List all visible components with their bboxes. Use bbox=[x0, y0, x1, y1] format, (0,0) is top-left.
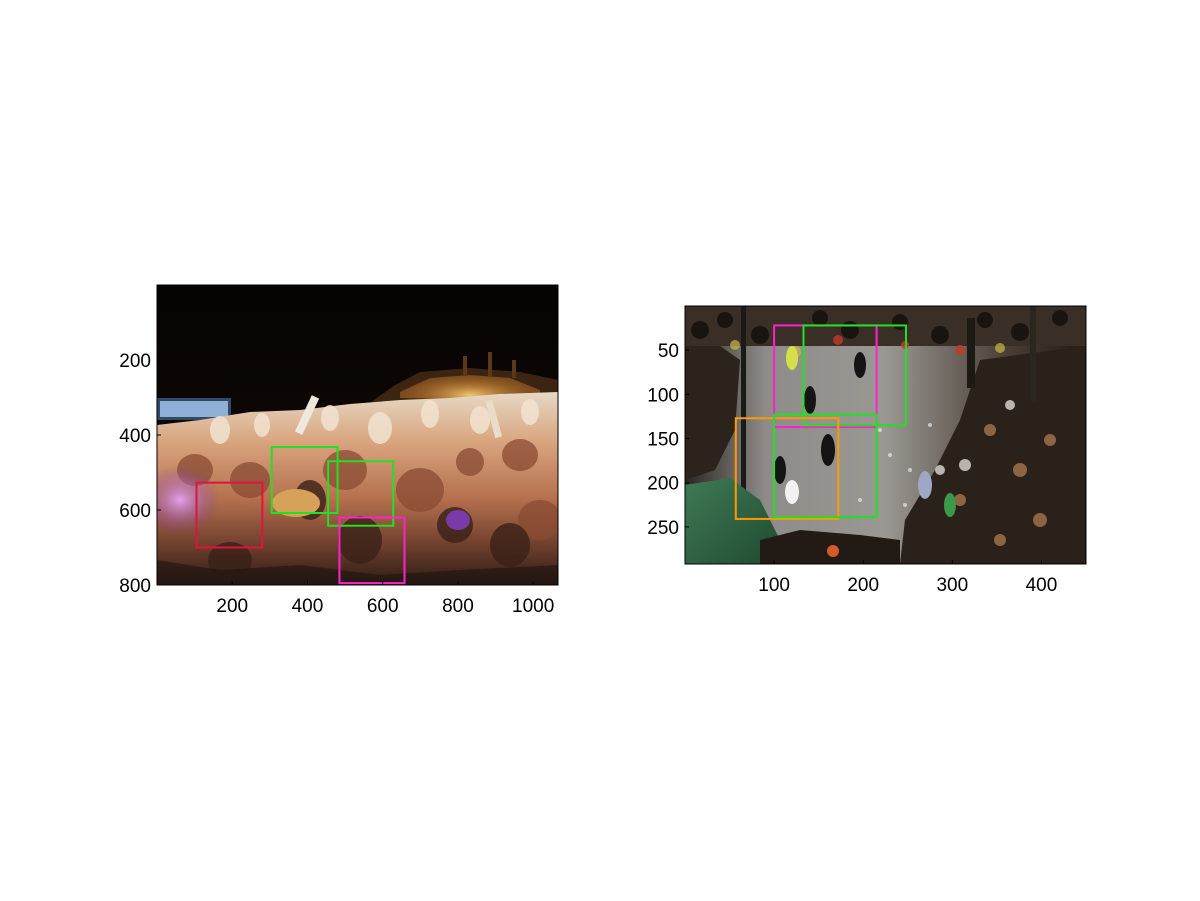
bounding-box bbox=[327, 460, 395, 527]
bounding-box bbox=[773, 413, 878, 519]
x-tick-label: 200 bbox=[847, 575, 879, 596]
y-tick-label: 100 bbox=[647, 385, 679, 406]
y-tick-label: 400 bbox=[119, 426, 151, 447]
axis-ticks: 200 400 600 800 1000 200 400 600 800 bbox=[119, 351, 554, 617]
x-tick-label: 600 bbox=[367, 596, 399, 617]
x-tick-label: 400 bbox=[292, 596, 324, 617]
photo-street-crowd bbox=[685, 306, 1086, 564]
y-tick-label: 250 bbox=[647, 518, 679, 539]
photo-concert-crowd bbox=[157, 285, 558, 585]
y-tick-label: 200 bbox=[119, 351, 151, 372]
bounding-box bbox=[195, 481, 264, 549]
x-tick-label: 300 bbox=[936, 575, 968, 596]
bounding-box bbox=[338, 516, 406, 585]
axis-ticks: 100 200 300 400 50 100 150 200 250 bbox=[647, 341, 1057, 596]
x-tick-label: 400 bbox=[1026, 575, 1058, 596]
axes-street-crowd: 100 200 300 400 50 100 150 200 250 bbox=[647, 305, 1087, 596]
x-tick-label: 100 bbox=[758, 575, 790, 596]
x-tick-label: 200 bbox=[216, 596, 248, 617]
x-tick-label: 1000 bbox=[512, 596, 554, 617]
y-tick-label: 50 bbox=[658, 341, 679, 362]
bounding-box bbox=[270, 446, 339, 514]
bounding-box bbox=[802, 324, 907, 427]
axes-concert-crowd: 200 400 600 800 1000 200 400 600 800 bbox=[119, 284, 559, 617]
y-tick-label: 200 bbox=[647, 474, 679, 495]
y-tick-label: 150 bbox=[647, 430, 679, 451]
bounding-boxes bbox=[734, 324, 907, 520]
y-tick-label: 800 bbox=[119, 576, 151, 597]
y-tick-label: 600 bbox=[119, 501, 151, 522]
bounding-box bbox=[734, 417, 840, 520]
axes-frame bbox=[684, 305, 1087, 565]
x-tick-label: 800 bbox=[442, 596, 474, 617]
bounding-boxes bbox=[195, 446, 406, 585]
